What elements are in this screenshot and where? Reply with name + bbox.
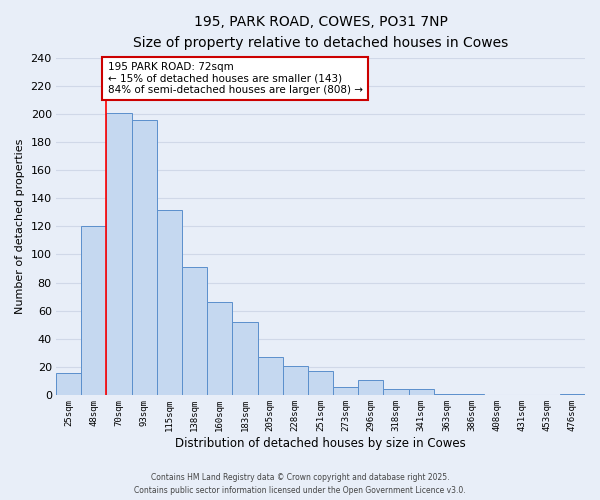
Bar	[207, 302, 232, 395]
Bar	[56, 372, 81, 395]
Bar	[182, 267, 207, 395]
Bar	[106, 112, 131, 395]
Bar	[157, 210, 182, 395]
Text: 195 PARK ROAD: 72sqm
← 15% of detached houses are smaller (143)
84% of semi-deta: 195 PARK ROAD: 72sqm ← 15% of detached h…	[107, 62, 362, 95]
Bar	[232, 322, 257, 395]
Bar	[409, 390, 434, 395]
Text: Contains HM Land Registry data © Crown copyright and database right 2025.
Contai: Contains HM Land Registry data © Crown c…	[134, 474, 466, 495]
Bar	[308, 371, 333, 395]
Bar	[434, 394, 459, 395]
Y-axis label: Number of detached properties: Number of detached properties	[15, 138, 25, 314]
Bar	[131, 120, 157, 395]
Bar	[358, 380, 383, 395]
Title: 195, PARK ROAD, COWES, PO31 7NP
Size of property relative to detached houses in : 195, PARK ROAD, COWES, PO31 7NP Size of …	[133, 15, 508, 50]
X-axis label: Distribution of detached houses by size in Cowes: Distribution of detached houses by size …	[175, 437, 466, 450]
Bar	[257, 357, 283, 395]
Bar	[383, 390, 409, 395]
Bar	[81, 226, 106, 395]
Bar	[283, 366, 308, 395]
Bar	[459, 394, 484, 395]
Bar	[560, 394, 585, 395]
Bar	[333, 386, 358, 395]
